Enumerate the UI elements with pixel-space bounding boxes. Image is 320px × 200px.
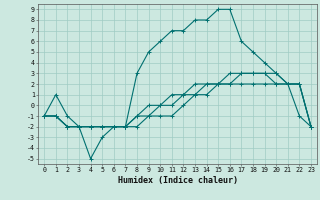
X-axis label: Humidex (Indice chaleur): Humidex (Indice chaleur) [118, 176, 238, 185]
